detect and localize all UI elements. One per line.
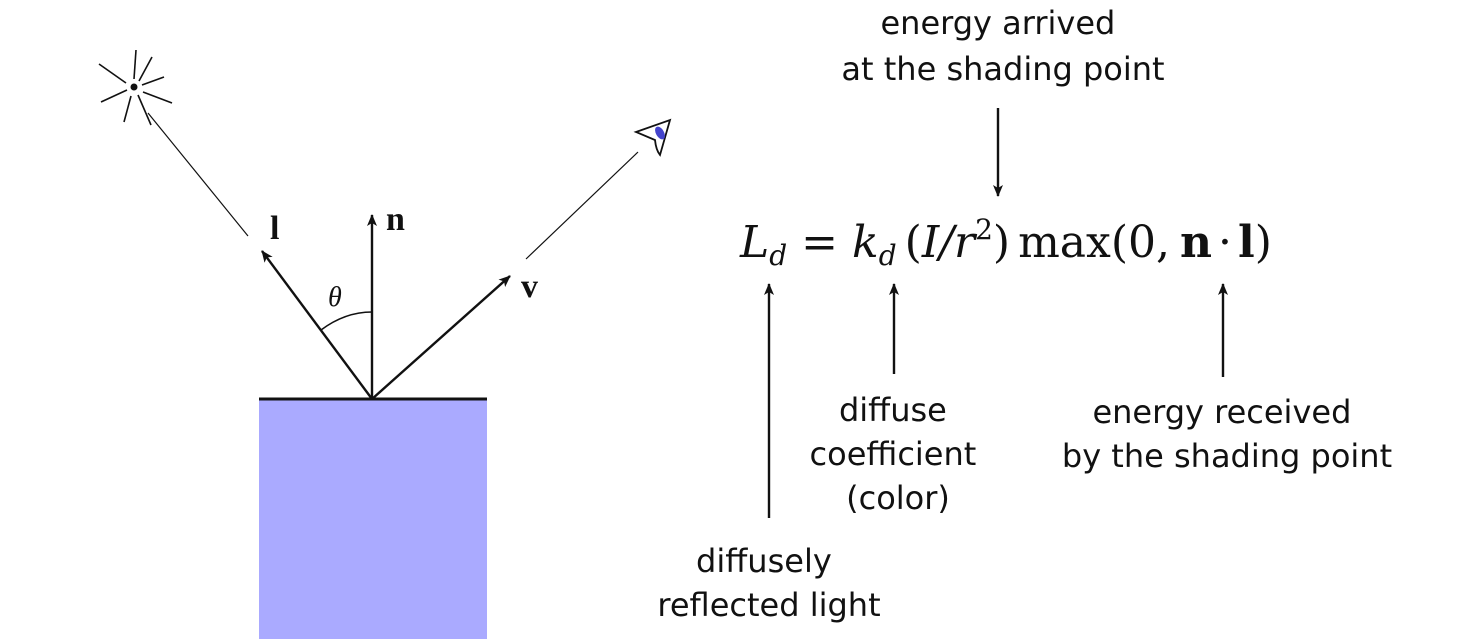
surface-block xyxy=(259,399,487,639)
light-vector-arrow xyxy=(261,250,373,400)
view-vector-arrow xyxy=(371,275,511,400)
reflection-illustration: l n v θ xyxy=(98,49,672,639)
eq-open-paren: ( xyxy=(905,217,922,268)
annotation-diffusely-reflected-line-2: reflected light xyxy=(657,586,880,624)
eq-l: l xyxy=(1238,217,1255,268)
eq-dot: · xyxy=(1218,217,1232,268)
annotation-energy-arrived-line-2: at the shading point xyxy=(841,50,1164,88)
eq-L: L xyxy=(739,217,769,268)
annotation-energy-arrived-line-1: energy arrived xyxy=(880,4,1115,42)
view-vector-label: v xyxy=(521,268,538,305)
eq-equals: = xyxy=(801,217,838,268)
eq-L-subscript: d xyxy=(769,239,787,272)
annotation-diffuse-coefficient-line-1: diffuse xyxy=(839,391,947,429)
light-source-icon xyxy=(98,49,173,126)
annotation-diffuse-coefficient-line-3: (color) xyxy=(846,479,950,517)
eq-I-over-r: I/r xyxy=(921,217,978,268)
eq-n: n xyxy=(1180,217,1212,268)
annotation-diffuse-coefficient: diffuse coefficient (color) xyxy=(810,391,987,517)
normal-vector-label: n xyxy=(386,201,405,238)
view-ray xyxy=(525,151,639,260)
eq-final-paren: ) xyxy=(1255,217,1272,268)
eye-icon xyxy=(633,118,672,157)
annotation-diffusely-reflected: diffusely reflected light xyxy=(657,542,880,624)
annotation-energy-received-line-1: energy received xyxy=(1092,393,1351,431)
angle-arc xyxy=(320,311,373,331)
annotation-diffusely-reflected-line-1: diffusely xyxy=(696,542,832,580)
eq-close-paren: ) xyxy=(993,217,1010,268)
light-ray xyxy=(147,112,249,237)
eq-k: k xyxy=(852,217,879,268)
annotation-energy-arrived: energy arrived at the shading point xyxy=(841,4,1164,88)
angle-label: θ xyxy=(328,282,342,313)
eq-k-subscript: d xyxy=(879,239,897,272)
light-vector-label: l xyxy=(270,210,279,247)
diffuse-equation: Ld = kd (I/r2) max(0, n · l) xyxy=(739,213,1272,272)
eq-max: max(0, xyxy=(1018,217,1170,268)
annotation-diffuse-coefficient-line-2: coefficient xyxy=(810,435,977,473)
eq-exponent: 2 xyxy=(975,213,993,246)
annotation-energy-received: energy received by the shading point xyxy=(1062,393,1392,475)
annotation-energy-received-line-2: by the shading point xyxy=(1062,437,1392,475)
